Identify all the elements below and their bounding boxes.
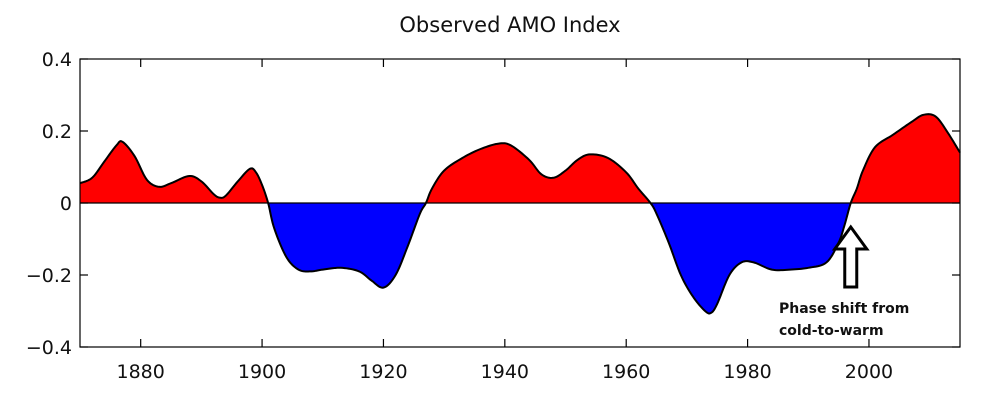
phase-shift-arrow-icon (831, 224, 870, 289)
fill-layer (80, 114, 960, 314)
x-tick-label: 1980 (723, 361, 771, 383)
x-tick-label: 1880 (117, 361, 165, 383)
annotation-text-line: cold-to-warm (779, 323, 884, 339)
line-layer (79, 113, 961, 315)
ticks: 0.4 0.2 0 −0.2 −0.4 1880 1900 1920 1940 1960 1980 2… (26, 49, 960, 383)
annotation: Phase shift from cold-to-warm (779, 224, 909, 339)
y-tick-label: −0.4 (26, 337, 72, 359)
y-tick-label: 0.4 (42, 49, 72, 71)
x-tick-label: 1900 (238, 361, 286, 383)
x-tick-label: 2000 (845, 361, 893, 383)
x-tick-label: 1940 (481, 361, 529, 383)
chart-title: Observed AMO Index (399, 13, 620, 37)
amo-index-line (79, 113, 961, 315)
y-tick-label: 0.2 (42, 121, 72, 143)
y-tick-label: −0.2 (26, 265, 72, 287)
negative-area (80, 203, 960, 314)
x-tick-label: 1920 (359, 361, 407, 383)
y-tick-label: 0 (60, 193, 72, 215)
annotation-text-line: Phase shift from (779, 301, 909, 317)
x-tick-label: 1960 (602, 361, 650, 383)
positive-area (80, 114, 960, 203)
